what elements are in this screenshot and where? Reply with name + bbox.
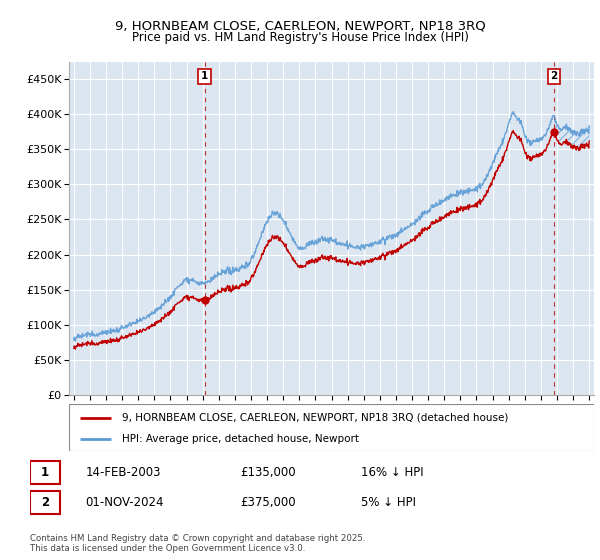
Text: Price paid vs. HM Land Registry's House Price Index (HPI): Price paid vs. HM Land Registry's House … bbox=[131, 31, 469, 44]
Text: £135,000: £135,000 bbox=[240, 466, 295, 479]
Text: 2: 2 bbox=[41, 496, 49, 509]
Text: 2: 2 bbox=[551, 71, 558, 81]
Bar bbox=[30, 461, 61, 484]
Text: 9, HORNBEAM CLOSE, CAERLEON, NEWPORT, NP18 3RQ (detached house): 9, HORNBEAM CLOSE, CAERLEON, NEWPORT, NP… bbox=[121, 413, 508, 423]
Text: £375,000: £375,000 bbox=[240, 496, 295, 509]
Text: HPI: Average price, detached house, Newport: HPI: Average price, detached house, Newp… bbox=[121, 433, 359, 444]
Text: 14-FEB-2003: 14-FEB-2003 bbox=[85, 466, 161, 479]
Text: 16% ↓ HPI: 16% ↓ HPI bbox=[361, 466, 424, 479]
Text: 5% ↓ HPI: 5% ↓ HPI bbox=[361, 496, 416, 509]
Bar bbox=[30, 491, 61, 514]
Text: 9, HORNBEAM CLOSE, CAERLEON, NEWPORT, NP18 3RQ: 9, HORNBEAM CLOSE, CAERLEON, NEWPORT, NP… bbox=[115, 20, 485, 32]
Text: Contains HM Land Registry data © Crown copyright and database right 2025.
This d: Contains HM Land Registry data © Crown c… bbox=[30, 534, 365, 553]
Text: 1: 1 bbox=[201, 71, 208, 81]
Text: 1: 1 bbox=[41, 466, 49, 479]
Text: 01-NOV-2024: 01-NOV-2024 bbox=[85, 496, 164, 509]
